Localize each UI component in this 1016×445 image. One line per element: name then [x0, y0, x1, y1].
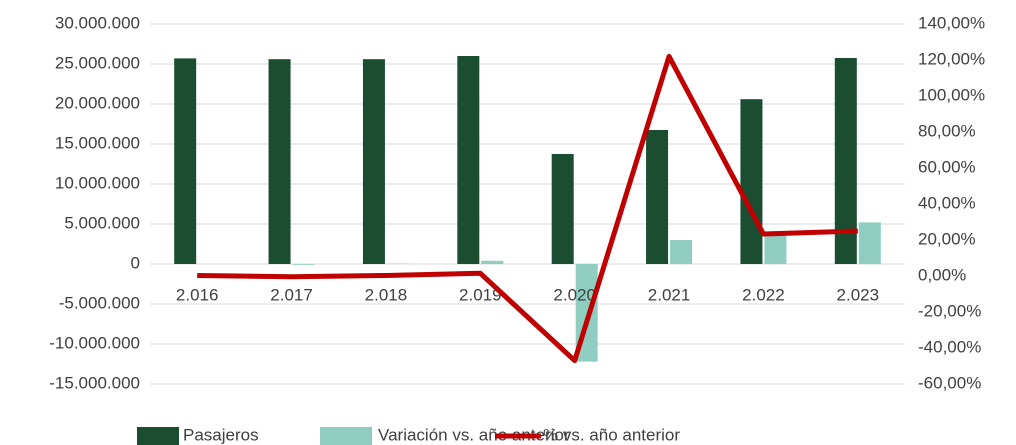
y-tick-label: 25.000.000	[55, 53, 140, 72]
y-tick-label: -5.000.000	[59, 293, 140, 312]
y-tick-label: 5.000.000	[64, 213, 140, 232]
y2-tick-label: 40,00%	[918, 193, 976, 212]
legend-label: % vs. año anterior	[543, 425, 680, 444]
y2-tick-label: 20,00%	[918, 229, 976, 248]
y2-tick-label: -40,00%	[918, 337, 981, 356]
legend-swatch	[137, 427, 179, 445]
legend-label: Variación vs. año anterior	[378, 425, 570, 444]
x-tick-label: 2.021	[648, 285, 691, 304]
bar	[764, 233, 787, 264]
y-tick-label: 30.000.000	[55, 13, 140, 32]
bar	[457, 56, 480, 264]
bar	[646, 130, 669, 264]
line	[197, 53, 858, 364]
x-tick-label: 2.023	[837, 285, 880, 304]
x-tick-label: 2.016	[176, 285, 219, 304]
bar	[834, 58, 857, 264]
y2-tick-label: -60,00%	[918, 373, 981, 392]
y2-tick-label: 0,00%	[918, 265, 966, 284]
bar	[670, 240, 693, 264]
bar	[268, 59, 291, 265]
y-tick-label: -10.000.000	[49, 333, 140, 352]
y-tick-label: 10.000.000	[55, 173, 140, 192]
legend-swatch	[320, 427, 372, 445]
bar	[362, 59, 385, 265]
x-tick-label: 2.022	[742, 285, 785, 304]
bar	[292, 264, 315, 265]
bar	[481, 260, 504, 264]
y2-tick-label: 120,00%	[918, 49, 985, 68]
y2-tick-label: 80,00%	[918, 121, 976, 140]
x-tick-label: 2.017	[270, 285, 313, 304]
x-tick-label: 2.018	[365, 285, 408, 304]
bar	[858, 222, 881, 264]
bar	[551, 154, 574, 264]
x-tick-label: 2.020	[553, 285, 596, 304]
y-tick-label: 15.000.000	[55, 133, 140, 152]
y2-tick-label: 100,00%	[918, 85, 985, 104]
y2-tick-label: 60,00%	[918, 157, 976, 176]
y2-tick-label: 140,00%	[918, 13, 985, 32]
bar	[740, 99, 763, 264]
y-tick-label: 20.000.000	[55, 93, 140, 112]
bar	[174, 58, 197, 265]
x-tick-label: 2.019	[459, 285, 502, 304]
y-tick-label: 0	[131, 253, 140, 272]
y-tick-label: -15.000.000	[49, 373, 140, 392]
y2-tick-label: -20,00%	[918, 301, 981, 320]
legend-label: Pasajeros	[183, 425, 259, 444]
